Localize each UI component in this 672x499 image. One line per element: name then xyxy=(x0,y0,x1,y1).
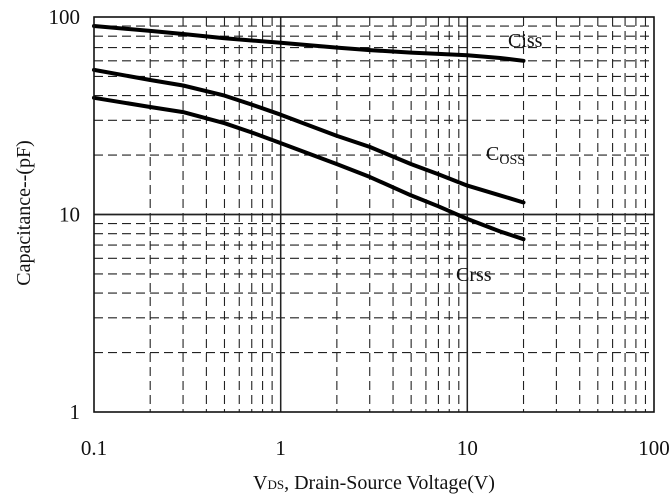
y-tick-label: 100 xyxy=(49,5,81,29)
series-line-ciss xyxy=(92,24,526,63)
series-label-crss: Crss xyxy=(456,264,492,286)
x-tick-label: 10 xyxy=(457,436,478,460)
series-line-coss xyxy=(92,67,526,205)
series-label-ciss: Ciss xyxy=(508,30,543,52)
y-axis-title: Capacitance--(pF) xyxy=(13,140,35,285)
x-axis-title-subscript: DS xyxy=(267,477,284,492)
y-tick-label: 1 xyxy=(70,400,81,424)
series-line-crss xyxy=(92,95,526,242)
series-labels: Ciss COSS Crss xyxy=(456,30,543,286)
x-tick-label: 1 xyxy=(275,436,286,460)
x-axis-title: VDS, Drain-Source Voltage(V) xyxy=(253,472,495,494)
series-label-main: C xyxy=(486,143,499,165)
x-tick-label: 100 xyxy=(638,436,670,460)
x-axis-title-rest: , Drain-Source Voltage(V) xyxy=(284,472,495,494)
x-axis-title-main: V xyxy=(253,472,268,494)
series-label-coss: COSS xyxy=(486,143,525,168)
x-tick-label: 0.1 xyxy=(81,436,107,460)
plot-frame xyxy=(93,16,655,413)
series-label-subscript: OSS xyxy=(499,153,525,168)
grid-lines xyxy=(94,17,654,412)
series-label-main: Crss xyxy=(456,264,492,286)
series-curves xyxy=(92,24,526,242)
series-label-main: Ciss xyxy=(508,30,543,52)
y-tick-label: 10 xyxy=(59,203,80,227)
